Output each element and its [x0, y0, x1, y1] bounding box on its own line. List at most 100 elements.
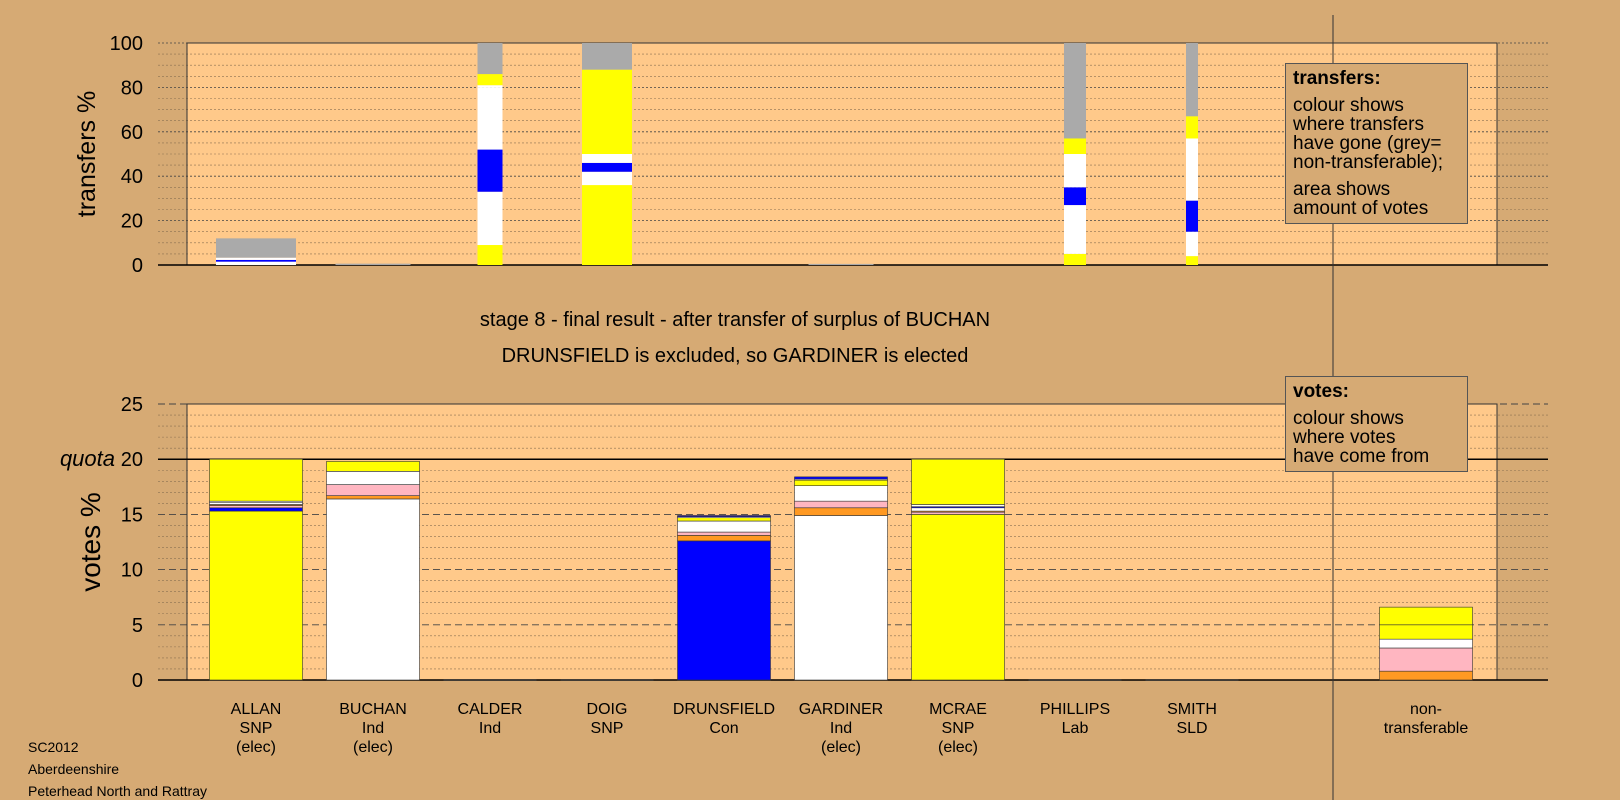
- transfer-segment-phillips: [1064, 253, 1086, 265]
- category-label: Con: [709, 720, 738, 737]
- category-label: ALLAN: [231, 701, 282, 718]
- votes-legend-title: votes:: [1293, 381, 1349, 402]
- transfers-y-tick: 40: [121, 166, 143, 188]
- transfer-segment-allan: [216, 259, 296, 262]
- transfer-segment-doig: [582, 69, 632, 154]
- category-label: (elec): [821, 739, 861, 756]
- vote-segment-buchan: [326, 498, 420, 681]
- transfer-segment-calder: [477, 245, 503, 265]
- vote-segment-drunsfield: [677, 535, 771, 542]
- transfer-segment-calder: [477, 191, 503, 246]
- transfer-segment-smith: [1186, 138, 1198, 201]
- transfer-segment-doig: [582, 185, 632, 265]
- vote-segment-drunsfield: [677, 531, 771, 536]
- transfer-segment-smith: [1186, 43, 1198, 117]
- vote-segment-drunsfield: [677, 517, 771, 522]
- category-label: SNP: [240, 720, 273, 737]
- transfer-segment-allan: [216, 238, 296, 258]
- category-label: MCRAE: [929, 701, 987, 718]
- footer-ward: Peterhead North and Rattray: [28, 783, 207, 799]
- vote-segment-allan: [209, 458, 303, 502]
- category-label: SNP: [942, 720, 975, 737]
- stage-subtitle: DRUNSFIELD is excluded, so GARDINER is e…: [502, 345, 969, 367]
- transfers-legend-line: where transfers: [1293, 114, 1424, 135]
- transfer-segment-doig: [582, 154, 632, 163]
- category-label: SNP: [591, 720, 624, 737]
- transfers-y-tick: 80: [121, 77, 143, 99]
- transfer-segment-smith: [1186, 256, 1198, 265]
- category-label: Lab: [1062, 720, 1089, 737]
- vote-segment-non-transferable: [1379, 624, 1473, 640]
- stage-title: stage 8 - final result - after transfer …: [480, 309, 990, 331]
- transfers-legend: transfers: colour shows where transfers …: [1285, 63, 1468, 224]
- vote-segment-allan: [209, 507, 303, 512]
- transfer-segment-phillips: [1064, 138, 1086, 154]
- category-label: PHILLIPS: [1040, 701, 1110, 718]
- transfer-segment-smith: [1186, 116, 1198, 139]
- transfers-y-tick: 20: [121, 211, 143, 233]
- transfers-legend-line: non-transferable);: [1293, 152, 1443, 173]
- vote-segment-allan: [209, 505, 303, 509]
- vote-segment-drunsfield: [677, 540, 771, 681]
- vote-segment-gardiner: [794, 507, 888, 516]
- transfer-segment-calder: [477, 43, 503, 75]
- transfer-segment-smith: [1186, 231, 1198, 257]
- transfer-segment-calder: [477, 87, 503, 150]
- transfer-segment-doig: [582, 43, 632, 70]
- category-label: non-: [1410, 701, 1442, 718]
- vote-segment-buchan: [326, 484, 420, 496]
- transfers-y-tick: 60: [121, 122, 143, 144]
- vote-segment-drunsfield: [677, 520, 771, 533]
- transfers-legend-line: amount of votes: [1293, 198, 1429, 219]
- vote-segment-gardiner: [794, 479, 888, 486]
- category-label: CALDER: [458, 701, 523, 718]
- category-label: DRUNSFIELD: [673, 701, 775, 718]
- footer-code: SC2012: [28, 739, 79, 755]
- category-label: Ind: [362, 720, 384, 737]
- votes-legend: votes: colour shows where votes have com…: [1285, 376, 1468, 472]
- category-label: DOIG: [587, 701, 628, 718]
- transfers-y-tick: 0: [132, 255, 143, 277]
- vote-segment-buchan: [326, 461, 420, 472]
- vote-segment-non-transferable: [1379, 638, 1473, 649]
- vote-segment-gardiner: [794, 515, 888, 681]
- vote-segment-non-transferable: [1379, 670, 1473, 681]
- votes-y-tick: 0: [132, 670, 143, 692]
- vote-segment-mcrae: [911, 507, 1005, 512]
- category-label: transferable: [1384, 720, 1469, 737]
- category-label: (elec): [236, 739, 276, 756]
- votes-legend-line: have come from: [1293, 446, 1430, 467]
- votes-y-axis-label: votes %: [75, 492, 106, 592]
- votes-legend-line: where votes: [1293, 427, 1396, 448]
- vote-segment-allan: [209, 501, 303, 505]
- vote-segment-gardiner: [794, 485, 888, 502]
- category-label: GARDINER: [799, 701, 883, 718]
- votes-y-tick: 25: [121, 394, 143, 416]
- votes-y-tick: 20: [121, 449, 143, 471]
- category-label: Ind: [479, 720, 501, 737]
- transfers-y-tick: 100: [110, 33, 143, 55]
- category-label: (elec): [353, 739, 393, 756]
- transfer-segment-allan: [216, 257, 296, 260]
- category-label: (elec): [938, 739, 978, 756]
- transfer-segment-phillips: [1064, 205, 1086, 254]
- category-label: SLD: [1176, 720, 1207, 737]
- transfers-legend-title: transfers:: [1293, 68, 1381, 89]
- transfer-segment-phillips: [1064, 154, 1086, 188]
- transfer-segment-calder: [477, 149, 503, 192]
- vote-segment-gardiner: [794, 500, 888, 509]
- vote-segment-mcrae: [911, 458, 1005, 505]
- votes-y-tick: 15: [121, 504, 143, 526]
- transfers-legend-line: area shows: [1293, 179, 1391, 200]
- transfers-y-axis-label: transfers %: [73, 91, 101, 217]
- votes-y-tick: 10: [121, 560, 143, 582]
- quota-label: quota: [60, 446, 115, 471]
- vote-segment-mcrae: [911, 504, 1005, 507]
- transfers-legend-line: colour shows: [1293, 95, 1404, 116]
- transfer-segment-calder: [477, 74, 503, 86]
- vote-segment-non-transferable: [1379, 647, 1473, 672]
- transfer-segment-phillips: [1064, 43, 1086, 139]
- votes-legend-line: colour shows: [1293, 408, 1404, 429]
- vote-segment-drunsfield: [677, 515, 771, 517]
